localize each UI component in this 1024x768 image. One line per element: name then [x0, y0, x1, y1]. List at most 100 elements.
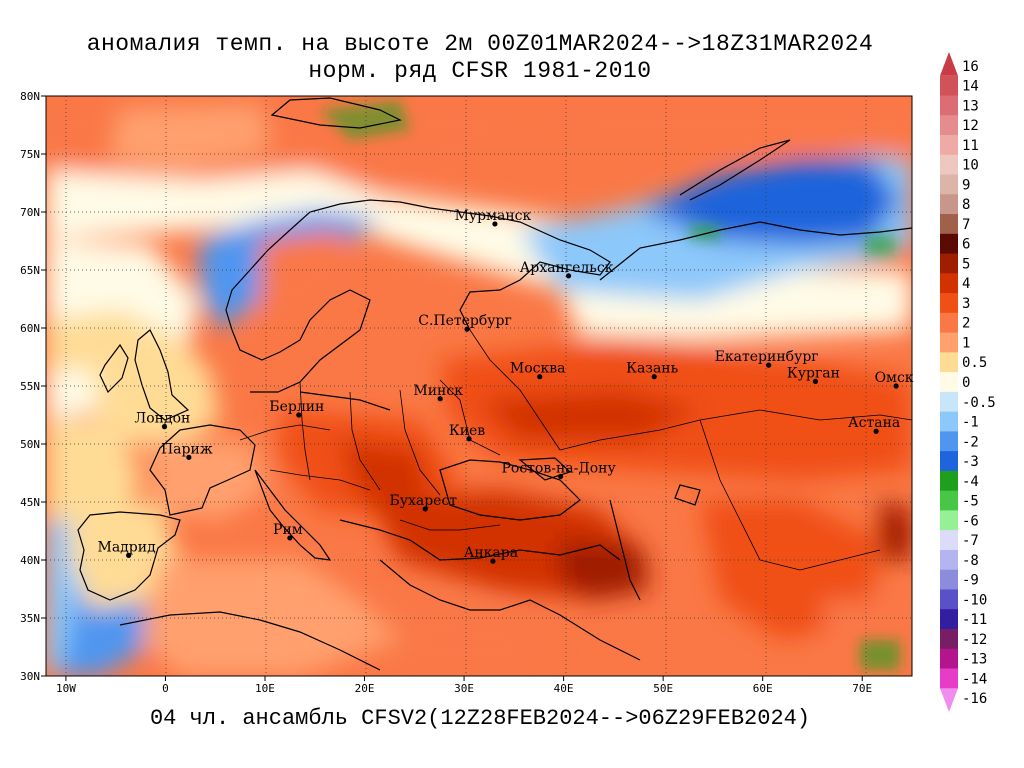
colorbar-swatch [940, 510, 958, 531]
colorbar-label: -13 [962, 652, 987, 668]
colorbar-swatch [940, 411, 958, 432]
colorbar-swatch [940, 115, 958, 136]
anomaly-field [46, 96, 912, 676]
colorbar-swatch [940, 194, 958, 215]
city-label: Париж [161, 441, 213, 457]
colorbar-label: 9 [962, 177, 970, 193]
city-label: Мадрид [98, 539, 157, 555]
colorbar-swatch [940, 391, 958, 413]
colorbar-label: -9 [962, 573, 979, 589]
colorbar-swatch [940, 609, 958, 630]
colorbar-label: -1 [962, 415, 979, 431]
colorbar-label: -14 [962, 671, 987, 687]
colorbar-swatch [940, 490, 958, 512]
city-label: Лондон [135, 411, 191, 427]
colorbar-swatch [940, 135, 958, 156]
colorbar-swatch [940, 174, 958, 195]
colorbar-arrow-bottom [940, 688, 958, 712]
city-marker [287, 535, 293, 541]
chart-title: аномалия темп. на высоте 2м 00Z01MAR2024… [86, 31, 874, 57]
colorbar-swatch [940, 470, 958, 492]
city-marker [466, 436, 472, 442]
y-tick-label: 80N [20, 90, 40, 103]
city-marker [537, 374, 543, 380]
city-label: Минск [413, 383, 463, 399]
city-label: Ростов-на-Дону [501, 460, 616, 476]
colorbar-label: -16 [962, 691, 987, 707]
colorbar-label: 7 [962, 217, 970, 233]
colorbar-label: -3 [962, 454, 979, 470]
x-tick-label: 30E [454, 682, 474, 695]
colorbar-label: 11 [962, 138, 979, 154]
y-tick-label: 75N [20, 148, 40, 161]
city-marker [437, 396, 443, 402]
colorbar-label: 4 [962, 276, 970, 292]
city-label: Бухарест [389, 493, 457, 509]
colorbar-swatch [940, 273, 958, 294]
y-tick-label: 60N [20, 322, 40, 335]
city-label: Рим [273, 522, 303, 538]
colorbar-label: -12 [962, 632, 987, 648]
city-label: С.Петербург [418, 313, 512, 329]
colorbar-label: 0 [962, 375, 970, 391]
colorbar-label: 3 [962, 296, 970, 312]
city-labels: Мурманск Архангельск С.Петербург Москва Каза… [98, 208, 914, 564]
city-label: Берлин [269, 399, 324, 415]
city-marker [558, 473, 564, 480]
colorbar-label: -8 [962, 553, 979, 569]
colorbar-label: 12 [962, 118, 979, 134]
colorbar-swatch [940, 95, 958, 116]
city-label: Киев [449, 423, 485, 439]
x-tick-label: 70E [852, 682, 872, 695]
ensemble-caption: 04 чл. ансамбль CFSV2(12Z28FEB2024-->06Z… [149, 706, 811, 731]
x-tick-label: 50E [653, 682, 673, 695]
graticule [46, 96, 912, 676]
y-tick-label: 55N [20, 380, 40, 393]
y-tick-label: 50N [20, 438, 40, 451]
y-axis: 80N 75N 70N 65N 60N 55N 50N 45N 40N 35N 30N [20, 90, 46, 683]
city-label: Анкара [464, 545, 518, 561]
city-marker [492, 221, 498, 227]
city-marker [186, 454, 192, 460]
country-borders [239, 329, 912, 571]
colorbar-label: -10 [962, 592, 987, 608]
colorbar-label: -4 [962, 474, 979, 490]
city-label: Архангельск [520, 260, 614, 276]
colorbar-label: -11 [962, 612, 987, 628]
city-marker [464, 326, 470, 332]
colorbar-label: 1 [962, 335, 970, 351]
y-tick-label: 70N [20, 206, 40, 219]
colorbar-arrow-top [940, 52, 958, 76]
colorbar-label: 16 [962, 59, 979, 75]
city-marker [490, 558, 496, 564]
colorbar-label: -2 [962, 434, 979, 450]
colorbar-label: -6 [962, 513, 979, 529]
city-label: Астана [848, 415, 900, 431]
colorbar-label: 10 [962, 158, 979, 174]
colorbar-swatch [940, 569, 958, 591]
chart-subtitle: норм. ряд CFSR 1981-2010 [308, 58, 652, 84]
colorbar-label: -5 [962, 494, 979, 510]
colorbar-label: 14 [962, 79, 979, 95]
colorbar-swatch [940, 154, 958, 176]
x-tick-label: 40E [554, 682, 574, 695]
colorbar-swatch [940, 75, 958, 97]
colorbar-swatch [940, 293, 958, 314]
colorbar-swatch [940, 549, 958, 571]
x-tick-label: 10W [56, 682, 76, 695]
city-marker [296, 412, 302, 418]
colorbar-swatch [940, 214, 958, 235]
colorbar-label: -7 [962, 533, 979, 549]
city-label: Москва [510, 361, 566, 377]
colorbar-label: 8 [962, 197, 970, 213]
city-marker [766, 362, 772, 368]
city-label: Екатеринбург [715, 349, 819, 365]
city-marker [893, 383, 899, 389]
colorbar-swatch [940, 530, 958, 551]
y-tick-label: 30N [20, 670, 40, 683]
x-tick-label: 10E [255, 682, 275, 695]
city-marker [812, 378, 819, 384]
city-marker [873, 428, 879, 434]
colorbar-swatch [940, 648, 958, 670]
